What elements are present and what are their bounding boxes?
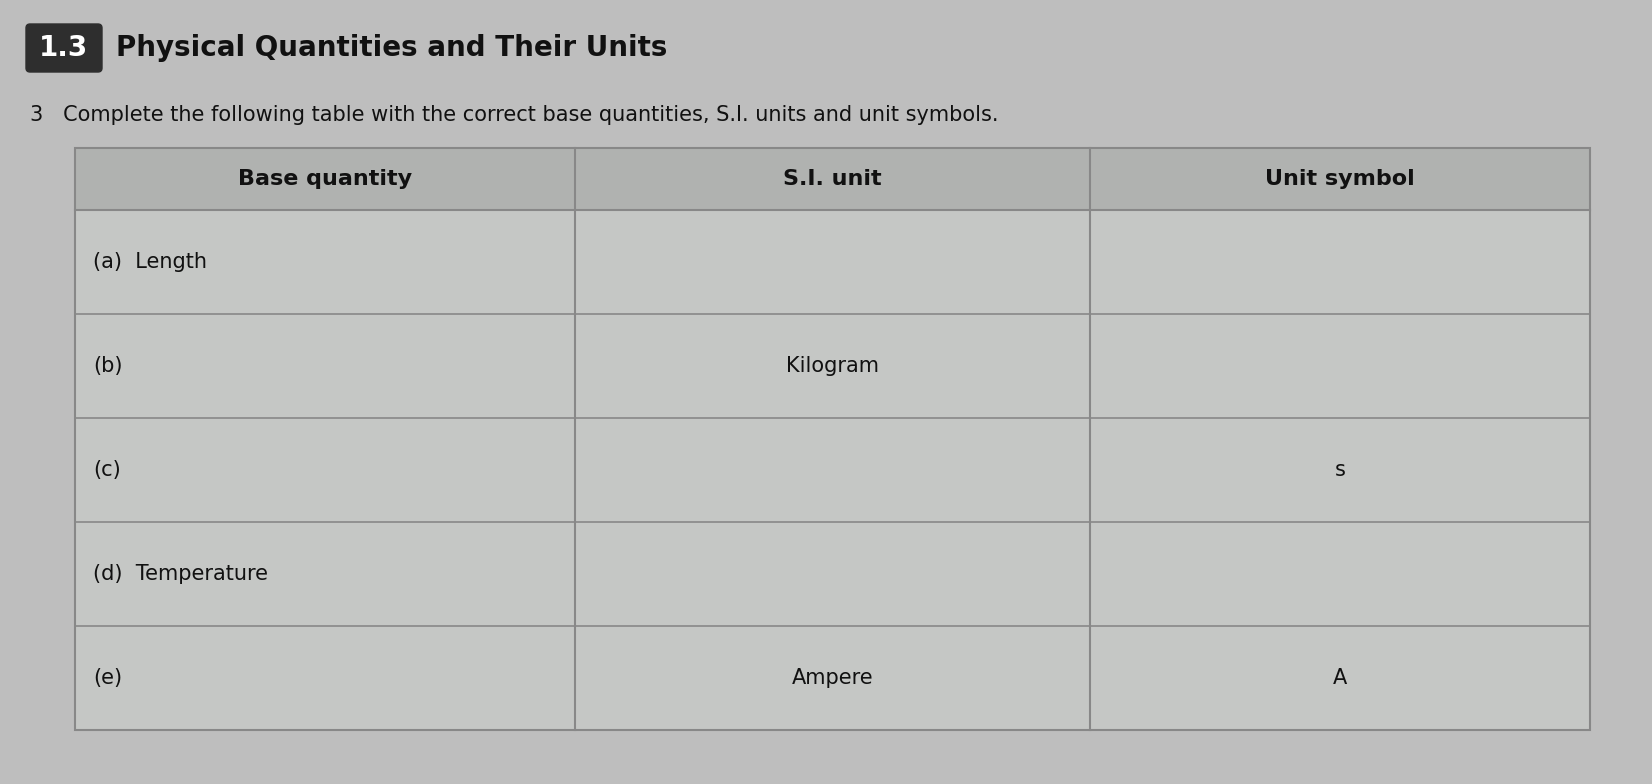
Bar <box>74 210 1589 314</box>
Text: 1.3: 1.3 <box>40 34 89 62</box>
Bar <box>74 418 1589 522</box>
FancyBboxPatch shape <box>26 24 102 72</box>
Text: (c): (c) <box>93 460 121 480</box>
Text: (a)  Length: (a) Length <box>93 252 206 272</box>
Text: s: s <box>1335 460 1345 480</box>
Bar <box>74 522 1589 626</box>
Bar <box>74 626 1589 730</box>
Text: S.I. unit: S.I. unit <box>783 169 882 189</box>
Bar <box>74 148 1589 210</box>
Text: (e): (e) <box>93 668 122 688</box>
Bar <box>74 314 1589 418</box>
Text: (b): (b) <box>93 356 122 376</box>
Text: (d)  Temperature: (d) Temperature <box>93 564 268 584</box>
Text: 3   Complete the following table with the correct base quantities, S.I. units an: 3 Complete the following table with the … <box>30 105 998 125</box>
Bar <box>74 148 1589 730</box>
Text: Unit symbol: Unit symbol <box>1265 169 1414 189</box>
Text: Ampere: Ampere <box>791 668 874 688</box>
Text: Physical Quantities and Their Units: Physical Quantities and Their Units <box>116 34 667 62</box>
Text: Kilogram: Kilogram <box>786 356 879 376</box>
Text: Base quantity: Base quantity <box>238 169 411 189</box>
Text: A: A <box>1333 668 1346 688</box>
